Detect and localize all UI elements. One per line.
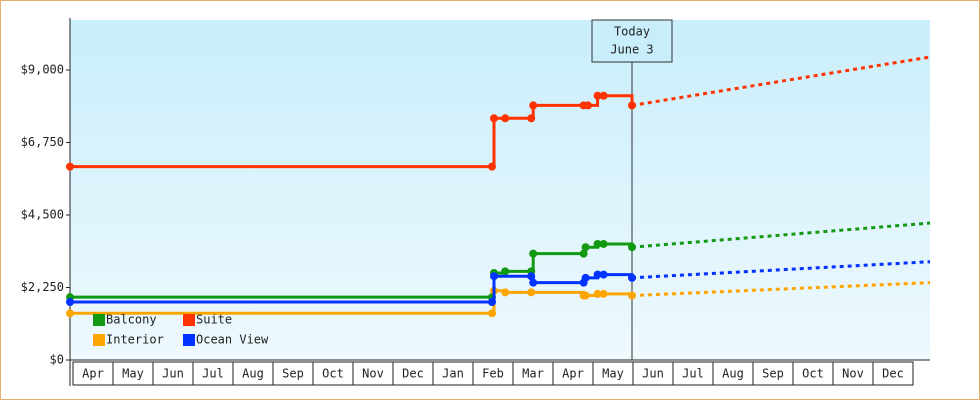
today-box — [591, 19, 673, 63]
x-tick-label: Sep — [282, 367, 304, 381]
x-tick-label: Nov — [842, 367, 864, 381]
point — [593, 289, 602, 298]
x-tick-label: Apr — [562, 367, 584, 381]
point — [628, 291, 636, 300]
x-tick-label: Nov — [362, 367, 384, 381]
x-tick-label: Aug — [242, 367, 264, 381]
legend-swatch — [93, 334, 105, 346]
point — [581, 273, 590, 282]
y-tick-label: $2,250 — [21, 280, 64, 294]
y-tick-label: $9,000 — [21, 62, 64, 76]
x-tick-label: Mar — [522, 367, 544, 381]
point — [599, 289, 608, 298]
point — [581, 291, 590, 300]
legend-swatch — [93, 314, 105, 326]
legend-label: Ocean View — [196, 333, 269, 347]
x-tick-label: Jun — [162, 367, 184, 381]
point — [490, 272, 498, 281]
point — [599, 270, 608, 279]
point — [628, 243, 636, 252]
plot-area — [70, 20, 930, 360]
x-tick-label: Feb — [482, 367, 504, 381]
point — [584, 101, 592, 110]
point — [527, 288, 536, 297]
x-tick-label: Sep — [762, 367, 784, 381]
point — [488, 162, 496, 171]
point — [488, 309, 496, 318]
point — [628, 101, 636, 110]
legend-swatch — [183, 334, 195, 346]
y-tick-label: $4,500 — [21, 207, 64, 221]
today-label: Today — [614, 25, 650, 39]
point — [599, 239, 608, 248]
x-tick-label: Jan — [442, 367, 464, 381]
point — [599, 91, 608, 100]
x-tick-label: May — [602, 367, 624, 381]
point — [501, 114, 510, 123]
point — [579, 249, 588, 258]
point — [593, 91, 602, 100]
point — [628, 273, 636, 282]
x-tick-label: Jun — [642, 367, 664, 381]
x-tick-label: Jul — [682, 367, 704, 381]
projection-line — [631, 260, 931, 280]
point — [66, 297, 74, 306]
legend-label: Suite — [196, 313, 232, 327]
y-tick-label: $6,750 — [21, 135, 64, 149]
point — [501, 267, 510, 276]
projection-line — [631, 221, 931, 249]
point — [529, 278, 538, 287]
x-tick-label: Oct — [802, 367, 824, 381]
x-tick-label: Oct — [322, 367, 344, 381]
x-tick-label: Dec — [882, 367, 904, 381]
y-tick-label: $0 — [50, 353, 64, 367]
x-tick-label: Aug — [722, 367, 744, 381]
point — [529, 101, 538, 110]
projection-line — [631, 281, 931, 298]
projection-line — [631, 55, 931, 107]
x-tick-label: Dec — [402, 367, 424, 381]
point — [593, 270, 602, 279]
x-tick-label: May — [122, 367, 144, 381]
point — [66, 309, 74, 318]
legend-swatch — [183, 314, 195, 326]
point — [527, 272, 536, 281]
month-cell — [872, 361, 914, 386]
point — [593, 239, 602, 248]
x-tick-label: Jul — [202, 367, 224, 381]
point — [66, 162, 74, 171]
legend-label: Balcony — [106, 313, 157, 327]
point — [501, 288, 510, 297]
today-date: June 3 — [610, 43, 653, 57]
point — [581, 243, 590, 252]
point — [529, 249, 538, 258]
x-tick-label: Apr — [82, 367, 104, 381]
point — [488, 297, 496, 306]
point — [490, 114, 498, 123]
legend-label: Interior — [106, 333, 164, 347]
point — [527, 114, 536, 123]
